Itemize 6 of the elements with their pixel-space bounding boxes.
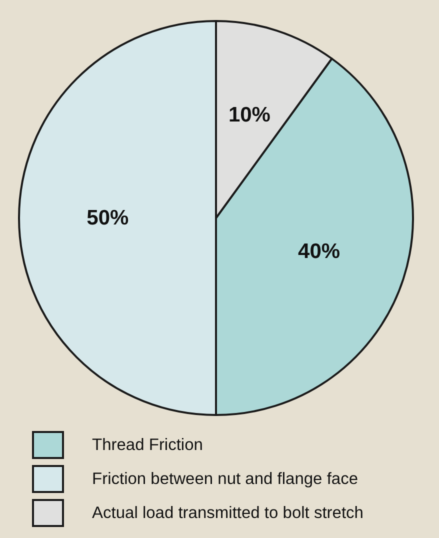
legend-label: Actual load transmitted to bolt stretch bbox=[92, 504, 364, 522]
data-label: 50% bbox=[86, 206, 129, 230]
data-label: 10% bbox=[228, 103, 271, 126]
legend-label: Thread Friction bbox=[92, 436, 203, 454]
legend-label: Friction between nut and flange face bbox=[92, 470, 358, 488]
data-label: 40% bbox=[298, 240, 340, 263]
